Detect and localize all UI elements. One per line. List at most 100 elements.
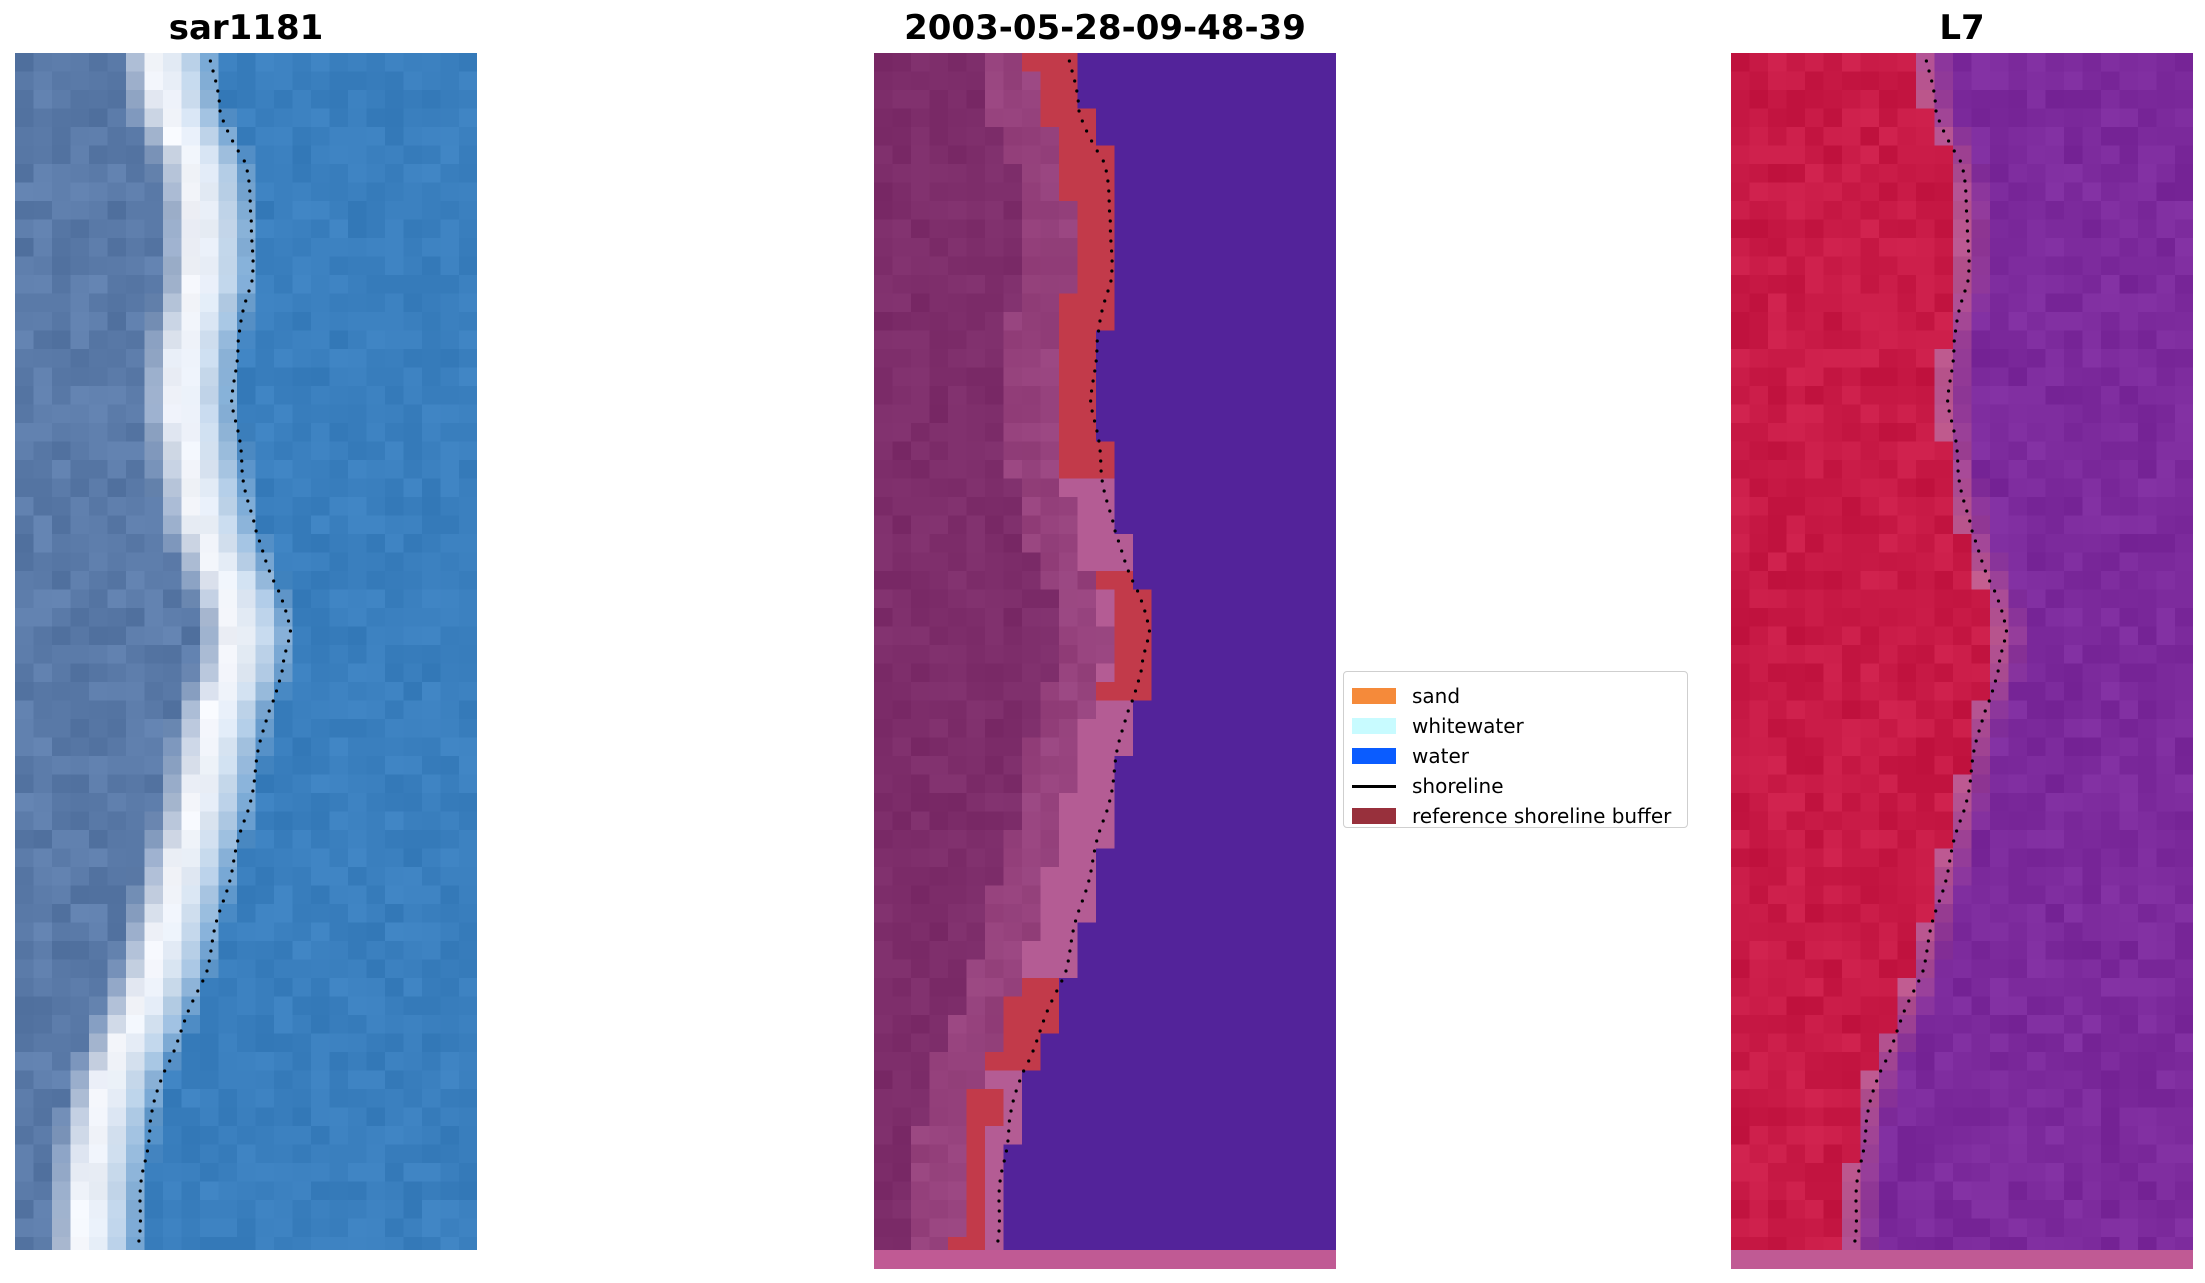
sar-pixel [459, 349, 477, 369]
sar-pixel [15, 1144, 35, 1164]
classification-pixel [1299, 330, 1319, 350]
classification-pixel [1299, 312, 1319, 332]
sar-pixel [422, 1107, 442, 1127]
l7-pixel [2119, 811, 2139, 831]
sar-pixel [181, 182, 201, 202]
sar-pixel [218, 1089, 238, 1109]
classification-pixel [1225, 645, 1245, 665]
sar-pixel [218, 71, 238, 91]
l7-pixel [2027, 1070, 2047, 1090]
classification-pixel [892, 719, 912, 739]
classification-pixel [1225, 1181, 1245, 1201]
classification-pixel [874, 959, 894, 979]
sar-pixel [348, 1218, 368, 1238]
sar-pixel [385, 904, 405, 924]
classification-pixel [874, 811, 894, 831]
l7-pixel [2175, 608, 2193, 628]
classification-pixel [966, 1181, 986, 1201]
sar-pixel [15, 404, 35, 424]
l7-pixel [2082, 386, 2102, 406]
classification-pixel [1040, 293, 1060, 313]
classification-pixel [1077, 700, 1097, 720]
classification-pixel [874, 1181, 894, 1201]
l7-pixel [1934, 219, 1954, 239]
sar-pixel [163, 164, 183, 184]
sar-pixel [70, 682, 90, 702]
classification-pixel [1262, 238, 1282, 258]
l7-pixel [2008, 404, 2028, 424]
l7-pixel [1786, 478, 1806, 498]
sar-pixel [385, 1126, 405, 1146]
sar-pixel [163, 53, 183, 73]
l7-pixel [1823, 904, 1843, 924]
sar-pixel [311, 219, 331, 239]
classification-pixel [1299, 1052, 1319, 1072]
classification-pixel [1059, 737, 1079, 757]
sar-pixel [459, 996, 477, 1016]
shoreline-point [1080, 899, 1084, 903]
l7-pixel [1860, 571, 1880, 591]
sar-pixel [292, 830, 312, 850]
classification-pixel [1003, 1033, 1023, 1053]
sar-pixel [292, 922, 312, 942]
sar-pixel [107, 1181, 127, 1201]
sar-pixel [311, 867, 331, 887]
classification-pixel [1318, 552, 1336, 572]
classification-pixel [1040, 1163, 1060, 1183]
classification-pixel [929, 811, 949, 831]
l7-pixel [2138, 275, 2158, 295]
sar-pixel [292, 497, 312, 517]
classification-pixel [985, 682, 1005, 702]
classification-pixel [948, 1163, 968, 1183]
classification-pixel [1262, 386, 1282, 406]
sar-pixel [292, 1070, 312, 1090]
classification-pixel [929, 1163, 949, 1183]
classification-pixel [1133, 904, 1153, 924]
sar-pixel [329, 589, 349, 609]
classification-pixel [966, 367, 986, 387]
sar-pixel [385, 922, 405, 942]
sar-pixel [255, 1070, 275, 1090]
l7-pixel [1953, 959, 1973, 979]
sar-pixel [237, 1052, 257, 1072]
sar-pixel [70, 1070, 90, 1090]
sar-pixel [255, 996, 275, 1016]
l7-pixel [1768, 959, 1788, 979]
sar-pixel [385, 608, 405, 628]
l7-pixel [1842, 941, 1862, 961]
sar-pixel [255, 219, 275, 239]
classification-pixel [1151, 219, 1171, 239]
l7-pixel [1805, 867, 1825, 887]
classification-pixel [948, 441, 968, 461]
l7-pixel [1749, 1052, 1769, 1072]
sar-pixel [366, 404, 386, 424]
classification-pixel [1003, 515, 1023, 535]
sar-pixel [366, 1218, 386, 1238]
sar-pixel [274, 53, 294, 73]
classification-pixel [929, 275, 949, 295]
sar-pixel [163, 349, 183, 369]
l7-pixel [2082, 53, 2102, 73]
l7-pixel [1879, 626, 1899, 646]
sar-pixel [15, 552, 35, 572]
sar-pixel [163, 515, 183, 535]
shoreline-point [247, 289, 251, 293]
classification-pixel [1133, 1181, 1153, 1201]
sar-pixel [366, 1070, 386, 1090]
classification-pixel [1077, 941, 1097, 961]
l7-pixel [1805, 423, 1825, 443]
l7-pixel [1990, 941, 2010, 961]
classification-pixel [966, 1126, 986, 1146]
classification-pixel [1244, 460, 1264, 480]
classification-pixel [1318, 996, 1336, 1016]
classification-pixel [1059, 922, 1079, 942]
sar-pixel [126, 682, 146, 702]
classification-pixel [1059, 756, 1079, 776]
sar-pixel [366, 589, 386, 609]
l7-pixel [2119, 478, 2139, 498]
classification-pixel [985, 774, 1005, 794]
l7-pixel [1990, 663, 2010, 683]
sar-pixel [144, 478, 164, 498]
classification-pixel [1170, 608, 1190, 628]
classification-pixel [1133, 608, 1153, 628]
